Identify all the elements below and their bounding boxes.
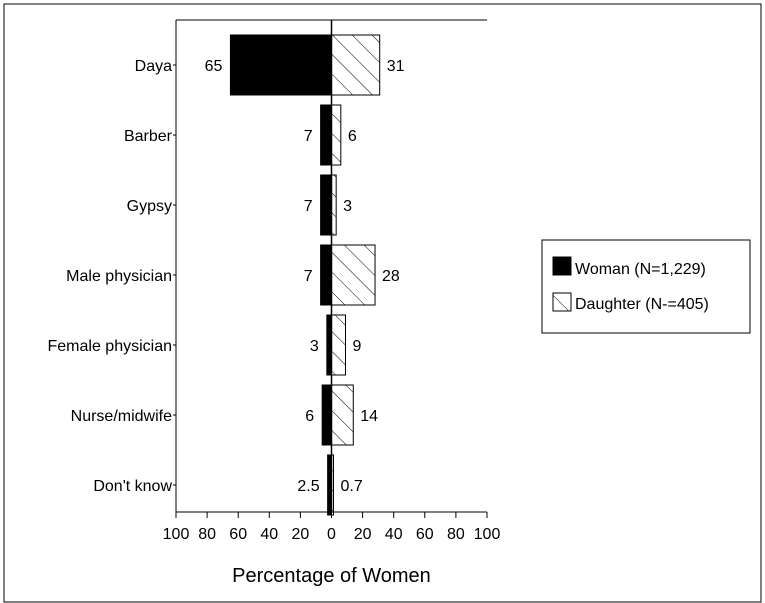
x-tick-label: 20	[292, 526, 310, 543]
x-tick-label: 20	[354, 526, 372, 543]
bar-woman	[320, 174, 332, 236]
bar-woman	[320, 244, 332, 306]
data-label-woman: 7	[304, 198, 313, 215]
bar-woman	[320, 104, 332, 166]
bar-woman	[321, 384, 333, 446]
category-label: Nurse/midwife	[71, 408, 172, 425]
legend-box	[541, 239, 751, 334]
bar-daughter	[331, 314, 346, 376]
category-label: Gypsy	[127, 198, 172, 215]
data-label-daughter: 14	[360, 408, 378, 425]
legend-label-woman: Woman (N=1,229)	[575, 261, 706, 278]
data-label-daughter: 28	[382, 268, 400, 285]
x-tick-label: 60	[229, 526, 247, 543]
bar-daughter	[331, 104, 342, 166]
data-label-daughter: 9	[352, 338, 361, 355]
category-label: Barber	[124, 128, 173, 145]
data-label-woman: 7	[304, 268, 313, 285]
data-label-daughter: 31	[387, 58, 405, 75]
x-tick-label: 40	[385, 526, 403, 543]
bar-daughter	[331, 34, 381, 96]
bar-daughter	[331, 384, 354, 446]
category-label: Male physician	[66, 268, 172, 285]
data-label-woman: 3	[310, 338, 319, 355]
x-tick-label: 100	[163, 526, 190, 543]
data-label-woman: 65	[205, 58, 223, 75]
bar-daughter	[331, 174, 337, 236]
x-tick-label: 100	[474, 526, 501, 543]
data-label-daughter: 6	[348, 128, 357, 145]
data-label-woman: 6	[305, 408, 314, 425]
x-tick-label: 80	[447, 526, 465, 543]
bar-woman	[327, 454, 332, 516]
data-label-woman: 2.5	[297, 478, 319, 495]
x-tick-label: 80	[198, 526, 216, 543]
legend-label-daughter: Daughter (N-=405)	[575, 296, 709, 313]
x-axis-label: Percentage of Women	[232, 565, 431, 587]
data-label-woman: 7	[304, 128, 313, 145]
legend-swatch-woman	[552, 256, 572, 276]
bar-woman	[229, 34, 332, 96]
x-tick-label: 60	[416, 526, 434, 543]
outer-frame	[3, 3, 762, 603]
category-label: Female physician	[48, 338, 173, 355]
category-label: Daya	[135, 58, 172, 75]
bar-woman	[326, 314, 332, 376]
data-label-daughter: 0.7	[341, 478, 363, 495]
bar-daughter	[331, 454, 334, 516]
x-tick-label: 0	[327, 526, 336, 543]
legend-swatch-daughter	[552, 292, 572, 312]
data-label-daughter: 3	[343, 198, 352, 215]
category-label: Don't know	[93, 478, 172, 495]
x-tick-label: 40	[260, 526, 278, 543]
bar-daughter	[331, 244, 376, 306]
